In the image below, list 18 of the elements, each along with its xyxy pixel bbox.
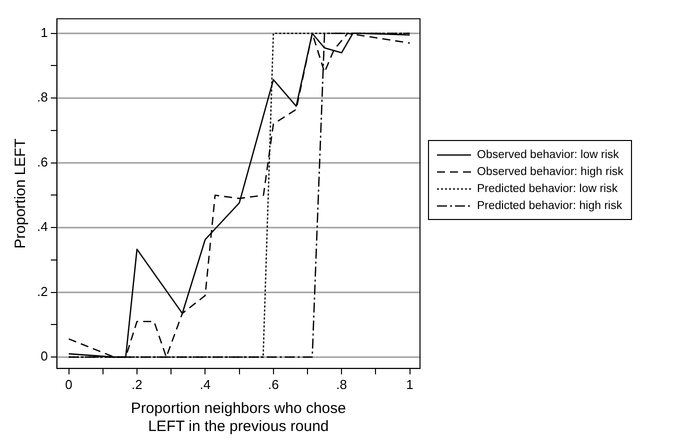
x-tick-label: .2 [132, 376, 142, 392]
x-axis-title: Proportion neighbors who chose LEFT in the previous round [130, 400, 346, 436]
y-tick-label: .6 [37, 154, 48, 170]
y-tick-label: .8 [37, 90, 48, 105]
legend-label: Predicted behavior: high risk [477, 200, 622, 212]
y-tick-label: 0 [40, 348, 48, 364]
y-axis-title: Proportion LEFT [12, 138, 30, 249]
y-tick-label: .2 [37, 284, 48, 299]
legend-label: Observed behavior: high risk [477, 166, 624, 178]
legend-label: Predicted behavior: low risk [477, 182, 618, 194]
legend-label: Observed behavior: low risk [477, 148, 619, 160]
x-tick-label: .6 [268, 376, 279, 392]
y-tick-label: .4 [37, 219, 48, 234]
x-tick-label: 1 [406, 376, 414, 392]
x-tick-label: .4 [200, 376, 211, 392]
y-tick-label: 1 [40, 24, 48, 40]
x-tick-label: 0 [65, 376, 72, 392]
x-tick-label: .8 [336, 376, 347, 392]
